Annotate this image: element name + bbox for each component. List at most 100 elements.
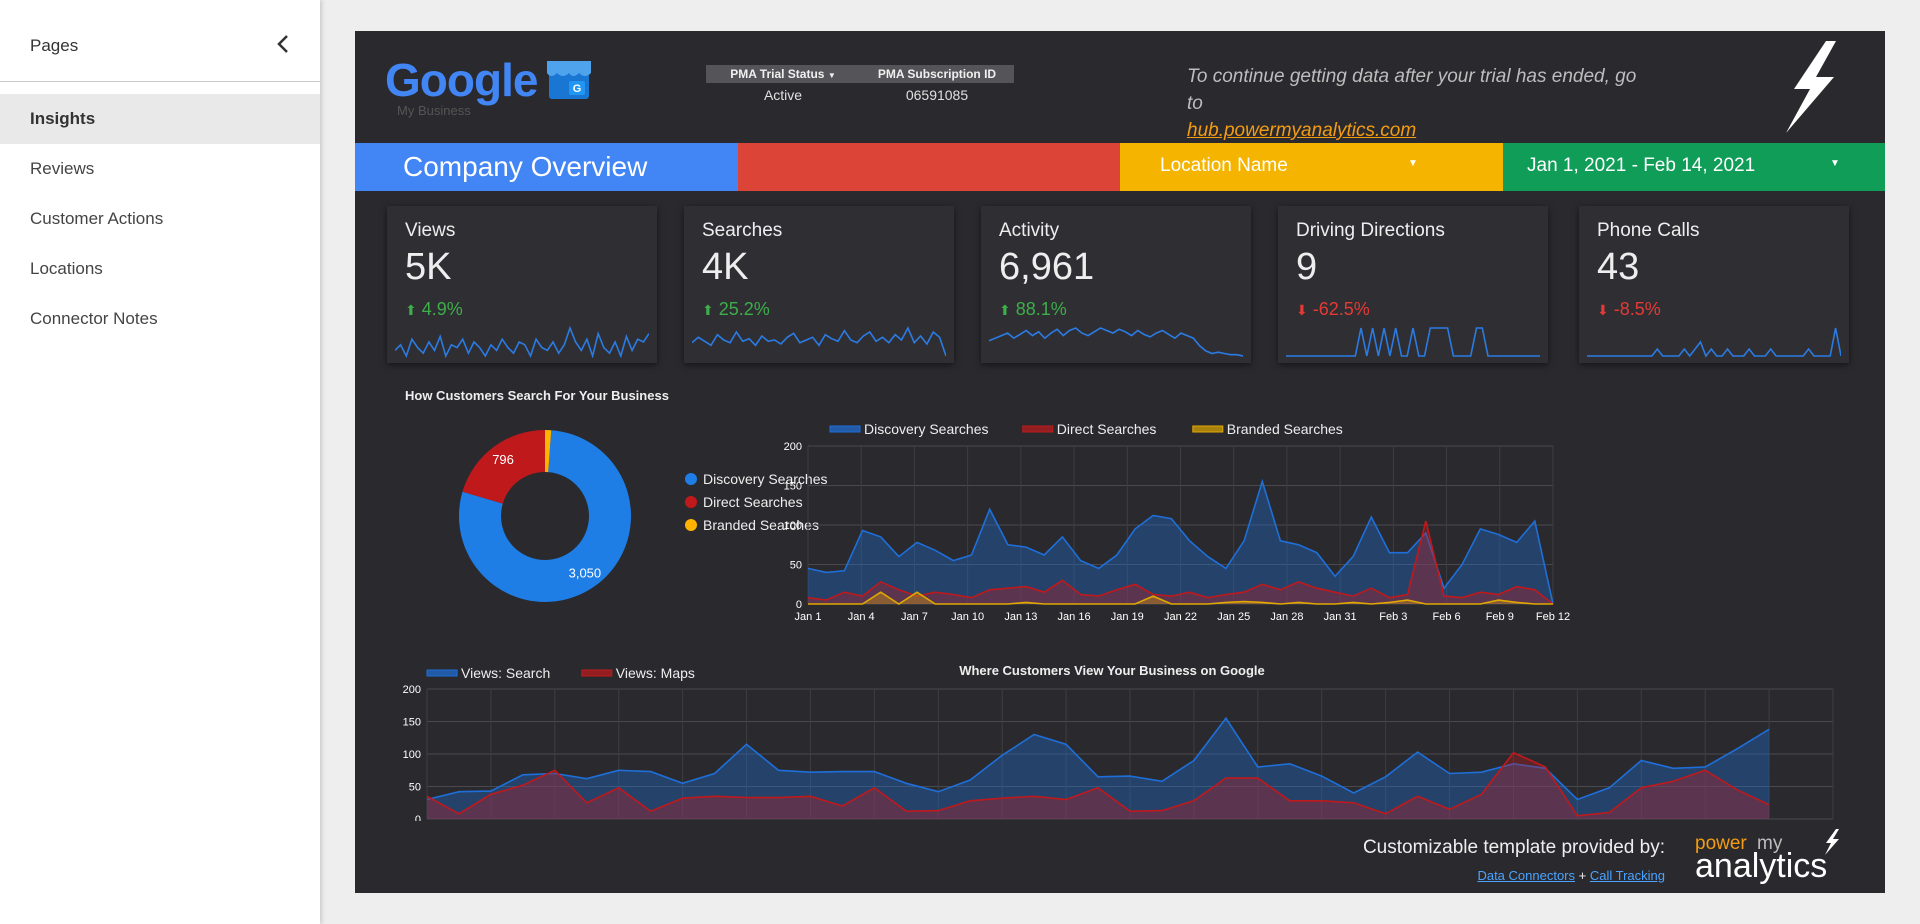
subscription-id-header[interactable]: PMA Subscription ID xyxy=(877,67,997,81)
sparkline-path xyxy=(395,326,649,358)
donut-slice-label: 796 xyxy=(492,452,514,467)
call-tracking-link[interactable]: Call Tracking xyxy=(1589,868,1665,883)
kpi-delta-value: 4.9% xyxy=(421,299,463,319)
location-filter-label: Location Name xyxy=(1160,155,1288,176)
series-area xyxy=(427,718,1770,819)
legend-item[interactable]: Direct Searches xyxy=(685,491,828,514)
legend-swatch xyxy=(1022,425,1054,433)
sparkline-path xyxy=(1286,327,1540,357)
arrow-down-icon: ⬇ xyxy=(1597,302,1609,318)
legend-dot xyxy=(685,496,697,508)
kpi-delta: ⬇ -62.5% xyxy=(1296,299,1370,320)
donut-slice[interactable] xyxy=(462,430,545,504)
sparkline-path xyxy=(989,327,1243,357)
lightning-bolt-icon xyxy=(1786,41,1836,133)
sidebar-item-label: Reviews xyxy=(30,159,95,178)
sidebar-header: Pages xyxy=(0,0,320,82)
series-line[interactable] xyxy=(807,520,1554,605)
legend-item[interactable]: Discovery Searches xyxy=(685,468,828,491)
sparkline-path xyxy=(692,326,946,357)
y-tick-label: 100 xyxy=(784,520,802,532)
location-filter[interactable]: Location Name ▼ xyxy=(1120,143,1503,191)
dropdown-caret-icon: ▼ xyxy=(1830,158,1840,169)
legend-label: Branded Searches xyxy=(703,517,819,533)
legend-label: Discovery Searches xyxy=(703,471,828,487)
brand-my: my xyxy=(1757,833,1783,854)
legend-label[interactable]: Discovery Searches xyxy=(864,421,989,437)
trial-status-header-text: PMA Trial Status xyxy=(730,67,825,81)
series-area xyxy=(427,752,1770,819)
y-tick-label: 0 xyxy=(415,814,421,821)
x-tick-label: Jan 4 xyxy=(848,611,875,623)
sparkline-path xyxy=(1587,327,1841,358)
kpi-card-activity: Activity 6,961 ⬆ 88.1% xyxy=(981,206,1251,363)
brand-analytics: analytics xyxy=(1695,847,1828,885)
y-tick-label: 150 xyxy=(403,717,421,729)
status-table: PMA Trial Status ▼ PMA Subscription ID A… xyxy=(706,65,1014,107)
legend-label[interactable]: Views: Search xyxy=(461,665,550,681)
legend-swatch xyxy=(426,669,458,677)
legend-item[interactable]: Branded Searches xyxy=(685,514,828,537)
footer-links: Data Connectors + Call Tracking xyxy=(1345,868,1665,883)
y-tick-label: 50 xyxy=(409,782,421,794)
kpi-delta-value: -8.5% xyxy=(1613,299,1661,319)
google-wordmark: Google xyxy=(385,54,538,106)
sidebar-item-insights[interactable]: Insights xyxy=(0,94,320,144)
y-tick-label: 200 xyxy=(403,684,421,696)
bolt-logo-icon xyxy=(1825,829,1839,855)
kpi-sparkline xyxy=(395,326,649,358)
x-tick-label: Feb 6 xyxy=(1433,611,1461,623)
powermyanalytics-logo: power my analytics xyxy=(1695,829,1845,885)
hub-link[interactable]: hub.powermyanalytics.com xyxy=(1187,120,1417,141)
donut-legend: Discovery Searches Direct Searches Brand… xyxy=(685,468,828,537)
donut-slice[interactable] xyxy=(459,430,631,602)
arrow-down-icon: ⬇ xyxy=(1296,302,1308,318)
kpi-title: Driving Directions xyxy=(1296,220,1445,241)
dropdown-caret-icon: ▼ xyxy=(1408,158,1418,169)
date-range-label: Jan 1, 2021 - Feb 14, 2021 xyxy=(1527,155,1756,176)
x-tick-label: Jan 16 xyxy=(1058,611,1091,623)
arrow-up-icon: ⬆ xyxy=(405,302,417,318)
legend-label[interactable]: Direct Searches xyxy=(1057,421,1157,437)
kpi-sparkline xyxy=(1286,327,1540,357)
x-tick-label: Jan 31 xyxy=(1324,611,1357,623)
legend-swatch xyxy=(1192,425,1224,433)
kpi-card-views: Views 5K ⬆ 4.9% xyxy=(387,206,657,363)
x-tick-label: Jan 10 xyxy=(951,611,984,623)
footer-text: Customizable template provided by: xyxy=(1362,837,1665,858)
sidebar-item-locations[interactable]: Locations xyxy=(0,244,320,294)
store-icon: G xyxy=(547,61,591,99)
sidebar-item-customer-actions[interactable]: Customer Actions xyxy=(0,194,320,244)
trial-status-header[interactable]: PMA Trial Status ▼ xyxy=(706,65,860,83)
google-my-business-logo: Google My Business G xyxy=(385,53,591,123)
donut-slice[interactable] xyxy=(545,430,552,473)
kpi-title: Views xyxy=(405,220,456,241)
legend-label[interactable]: Views: Maps xyxy=(616,665,695,681)
x-tick-label: Jan 19 xyxy=(1111,611,1144,623)
series-line[interactable] xyxy=(808,591,1553,605)
kpi-sparkline xyxy=(989,327,1243,357)
kpi-title: Searches xyxy=(702,220,783,241)
x-tick-label: Jan 22 xyxy=(1164,611,1197,623)
series-line[interactable] xyxy=(426,751,1770,817)
searches-area-chart: 0 50 100 150 200 Jan 1 Jan 4 Jan 7 Jan 10 Jan 13 J… xyxy=(784,421,1570,623)
kpi-value: 6,961 xyxy=(999,246,1095,288)
date-range-picker[interactable]: Jan 1, 2021 - Feb 14, 2021 ▼ xyxy=(1503,143,1885,191)
data-connectors-link[interactable]: Data Connectors xyxy=(1477,868,1576,883)
kpi-value: 9 xyxy=(1296,246,1318,288)
sidebar-item-connector-notes[interactable]: Connector Notes xyxy=(0,294,320,344)
kpi-card-driving-directions: Driving Directions 9 ⬇ -62.5% xyxy=(1278,206,1548,363)
trial-status-value: Active xyxy=(763,87,803,103)
plus-separator: + xyxy=(1578,868,1587,883)
banner-red-block xyxy=(738,143,1120,191)
sidebar-item-reviews[interactable]: Reviews xyxy=(0,144,320,194)
kpi-delta: ⬆ 88.1% xyxy=(999,299,1067,320)
kpi-title: Phone Calls xyxy=(1597,220,1700,241)
series-line[interactable] xyxy=(807,478,1554,605)
kpi-sparkline xyxy=(1587,327,1841,358)
x-tick-label: Feb 3 xyxy=(1379,611,1407,623)
chart-title: Where Customers View Your Business on Go… xyxy=(959,663,1265,678)
chevron-left-icon[interactable] xyxy=(272,32,296,56)
legend-label[interactable]: Branded Searches xyxy=(1227,421,1343,437)
